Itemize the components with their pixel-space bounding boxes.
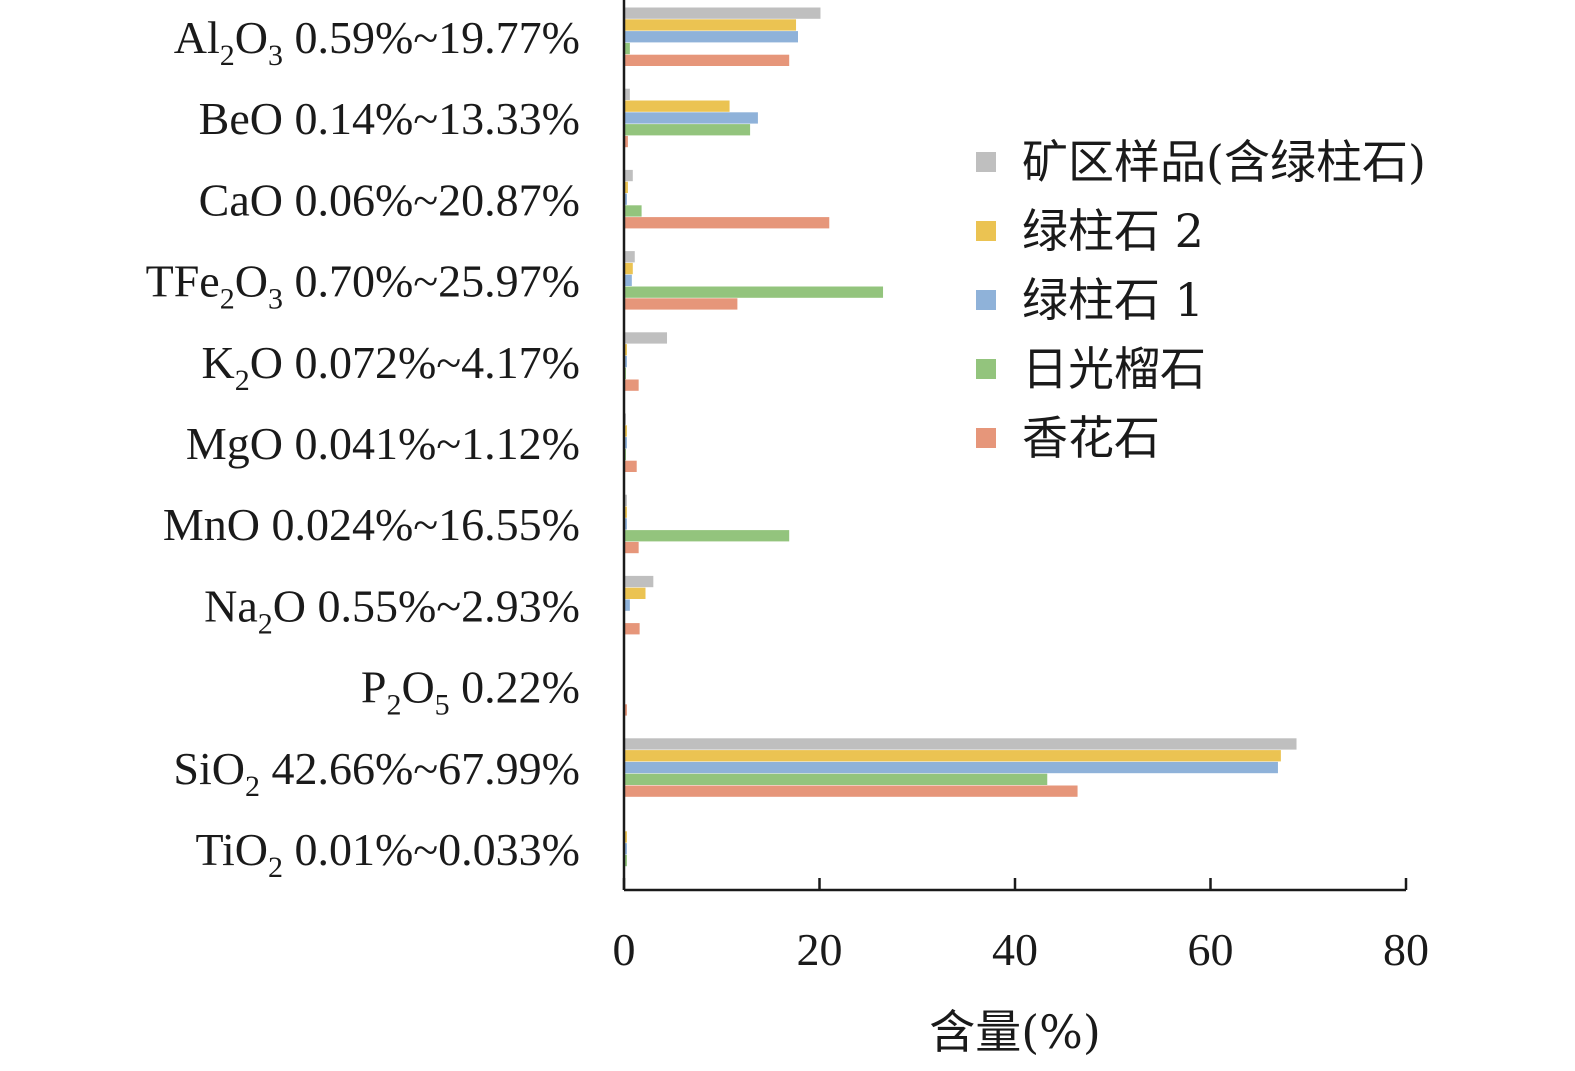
bar-2-cat-2	[624, 100, 730, 112]
bar-3-cat-1	[624, 31, 798, 43]
bar-5-cat-1	[624, 54, 790, 66]
bar-5-cat-3	[624, 217, 830, 229]
x-tick-label: 60	[1188, 924, 1234, 975]
bar-5-cat-6	[624, 460, 637, 472]
bar-1-cat-8	[624, 575, 654, 588]
category-label: MgO 0.041%~1.12%	[186, 418, 580, 469]
bar-5-cat-4	[624, 298, 738, 310]
bar-2-cat-1	[624, 19, 797, 31]
category-label: P2O5 0.22%	[361, 662, 580, 722]
x-axis-ticks: 0 20 40 60 80	[613, 878, 1429, 975]
x-tick-label: 20	[797, 924, 843, 975]
bar-4-cat-4	[624, 286, 884, 298]
legend-swatch	[976, 152, 996, 172]
category-label: BeO 0.14%~13.33%	[199, 93, 580, 144]
bar-1-cat-4	[624, 251, 635, 263]
bar-3-cat-6	[624, 437, 627, 449]
bar-4-cat-10	[624, 773, 1048, 785]
bar-4-cat-7	[624, 530, 790, 542]
category-label: Na2O 0.55%~2.93%	[204, 580, 580, 640]
x-axis-title: 含量(%)	[929, 1005, 1101, 1059]
category-label: CaO 0.06%~20.87%	[199, 174, 580, 225]
legend-label: 绿柱石 1	[1022, 273, 1204, 327]
legend-label: 矿区样品(含绿柱石)	[1022, 135, 1426, 189]
bar-3-cat-7	[624, 518, 627, 530]
category-label: Al2O3 0.59%~19.77%	[174, 12, 580, 72]
category-label: SiO2 42.66%~67.99%	[173, 743, 580, 803]
bar-4-cat-3	[624, 205, 642, 217]
category-label: K2O 0.072%~4.17%	[202, 337, 580, 397]
legend-swatch	[976, 428, 996, 448]
bar-5-cat-10	[624, 785, 1078, 797]
bar-4-cat-1	[624, 42, 630, 55]
bar-5-cat-5	[624, 379, 639, 391]
legend-swatch	[976, 290, 996, 310]
x-tick-label: 80	[1383, 924, 1429, 975]
bars-layer	[624, 7, 1297, 867]
bar-2-cat-4	[624, 262, 633, 275]
bar-2-cat-11	[624, 831, 627, 843]
bar-3-cat-3	[624, 193, 627, 205]
bar-3-cat-4	[624, 274, 632, 286]
category-label: TiO2 0.01%~0.033%	[195, 824, 580, 884]
x-tick-label: 40	[992, 924, 1038, 975]
bar-2-cat-10	[624, 750, 1281, 762]
legend-label: 绿柱石 2	[1022, 204, 1204, 258]
legend-swatch	[976, 359, 996, 379]
bar-1-cat-5	[624, 332, 668, 344]
bar-3-cat-10	[624, 761, 1278, 774]
bar-4-cat-11	[624, 854, 627, 867]
legend-label: 香花石	[1022, 411, 1160, 465]
legend-swatch	[976, 221, 996, 241]
bar-2-cat-7	[624, 506, 627, 518]
bar-5-cat-2	[624, 135, 628, 148]
bar-3-cat-8	[624, 599, 630, 611]
bar-5-cat-9	[624, 704, 627, 716]
bar-3-cat-2	[624, 112, 758, 124]
category-label: TFe2O3 0.70%~25.97%	[146, 256, 580, 316]
category-label: MnO 0.024%~16.55%	[163, 499, 580, 550]
bar-2-cat-8	[624, 587, 646, 599]
bar-2-cat-6	[624, 425, 627, 437]
bar-1-cat-1	[624, 7, 821, 19]
bar-4-cat-2	[624, 124, 751, 136]
bar-1-cat-3	[624, 169, 633, 182]
category-labels: Al2O3 0.59%~19.77% BeO 0.14%~13.33% CaO 0.…	[146, 12, 580, 884]
x-tick-label: 0	[613, 924, 636, 975]
bar-1-cat-10	[624, 738, 1297, 750]
bar-3-cat-11	[624, 843, 627, 855]
legend-label: 日光榴石	[1022, 342, 1206, 396]
bar-1-cat-7	[624, 494, 627, 506]
bar-2-cat-5	[624, 344, 627, 356]
bar-5-cat-8	[624, 623, 640, 635]
bar-5-cat-7	[624, 541, 639, 554]
bar-1-cat-2	[624, 88, 630, 100]
bar-2-cat-3	[624, 181, 628, 193]
bar-3-cat-5	[624, 355, 627, 368]
